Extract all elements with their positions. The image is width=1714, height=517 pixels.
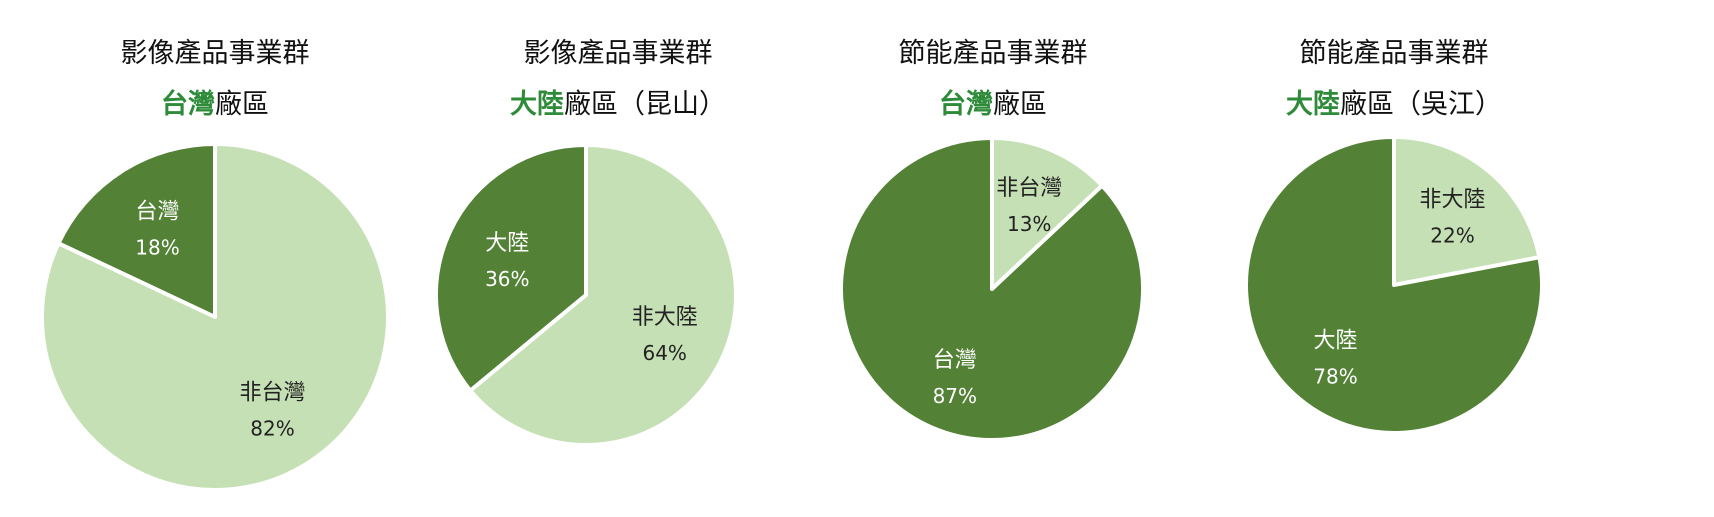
slice-label: 非大陸 (1419, 187, 1485, 212)
slice-percent: 13% (1007, 212, 1051, 236)
title-highlight: 大陸 (510, 89, 564, 120)
slice-percent: 22% (1430, 223, 1474, 247)
chart-title-line2: 大陸廠區（吳江） (1244, 89, 1544, 121)
slice-percent: 87% (933, 384, 977, 408)
chart-title-line1: 影像產品事業群 (523, 38, 713, 69)
pie-slice (1392, 135, 1542, 287)
title-rest: 廠區（昆山） (564, 89, 726, 120)
pie-panel-1: 影像產品事業群 台灣廠區 台灣 18% 非台灣 82% (39, 0, 390, 517)
pie-panel-4: 節能產品事業群 大陸廠區（吳江） 非大陸 22% 大陸 78% (1244, 0, 1544, 517)
chart-title-line1: 節能產品事業群 (1299, 38, 1489, 69)
pie-chart: 台灣 18% 非台灣 82% (39, 142, 390, 492)
chart-title-line1: 影像產品事業群 (120, 38, 310, 69)
pie-slice (990, 136, 1105, 291)
slice-percent: 82% (250, 417, 294, 441)
chart-title-line2: 台灣廠區 (838, 89, 1148, 121)
slice-label: 非台灣 (239, 381, 305, 406)
slice-label: 台灣 (135, 199, 179, 224)
slice-label: 大陸 (1313, 329, 1357, 354)
pie-slice (1244, 135, 1544, 435)
pie-chart: 大陸 36% 非大陸 64% (434, 143, 738, 447)
chart-title-line2: 台灣廠區 (40, 89, 390, 121)
pie-slice (468, 143, 738, 447)
slice-label: 非台灣 (996, 176, 1062, 201)
pie-panel-2: 影像產品事業群 大陸廠區（昆山） 大陸 36% 非大陸 64% (433, 0, 803, 517)
pie-chart: 非台灣 13% 台灣 87% (839, 136, 1145, 442)
chart-title-line1: 節能產品事業群 (898, 38, 1088, 69)
slice-percent: 18% (135, 235, 179, 259)
slice-label: 非大陸 (632, 305, 698, 330)
pie-slice (839, 136, 1145, 442)
chart-title-line2: 大陸廠區（昆山） (433, 89, 803, 121)
pie-chart: 非大陸 22% 大陸 78% (1244, 135, 1544, 435)
pie-slice (434, 143, 588, 393)
slice-percent: 64% (642, 341, 686, 365)
title-rest: 廠區（吳江） (1340, 89, 1502, 120)
title-highlight: 台灣 (161, 89, 215, 120)
title-rest: 廠區 (215, 89, 269, 120)
slice-percent: 78% (1313, 365, 1357, 389)
title-highlight: 台灣 (939, 89, 993, 120)
title-rest: 廠區 (993, 89, 1047, 120)
pie-slice (39, 142, 390, 492)
title-highlight: 大陸 (1286, 89, 1340, 120)
slice-label: 大陸 (485, 231, 529, 256)
slice-percent: 36% (485, 267, 529, 291)
pie-slice (56, 142, 217, 319)
slice-label: 台灣 (933, 348, 977, 373)
pie-panel-3: 節能產品事業群 台灣廠區 非台灣 13% 台灣 87% (838, 0, 1148, 517)
